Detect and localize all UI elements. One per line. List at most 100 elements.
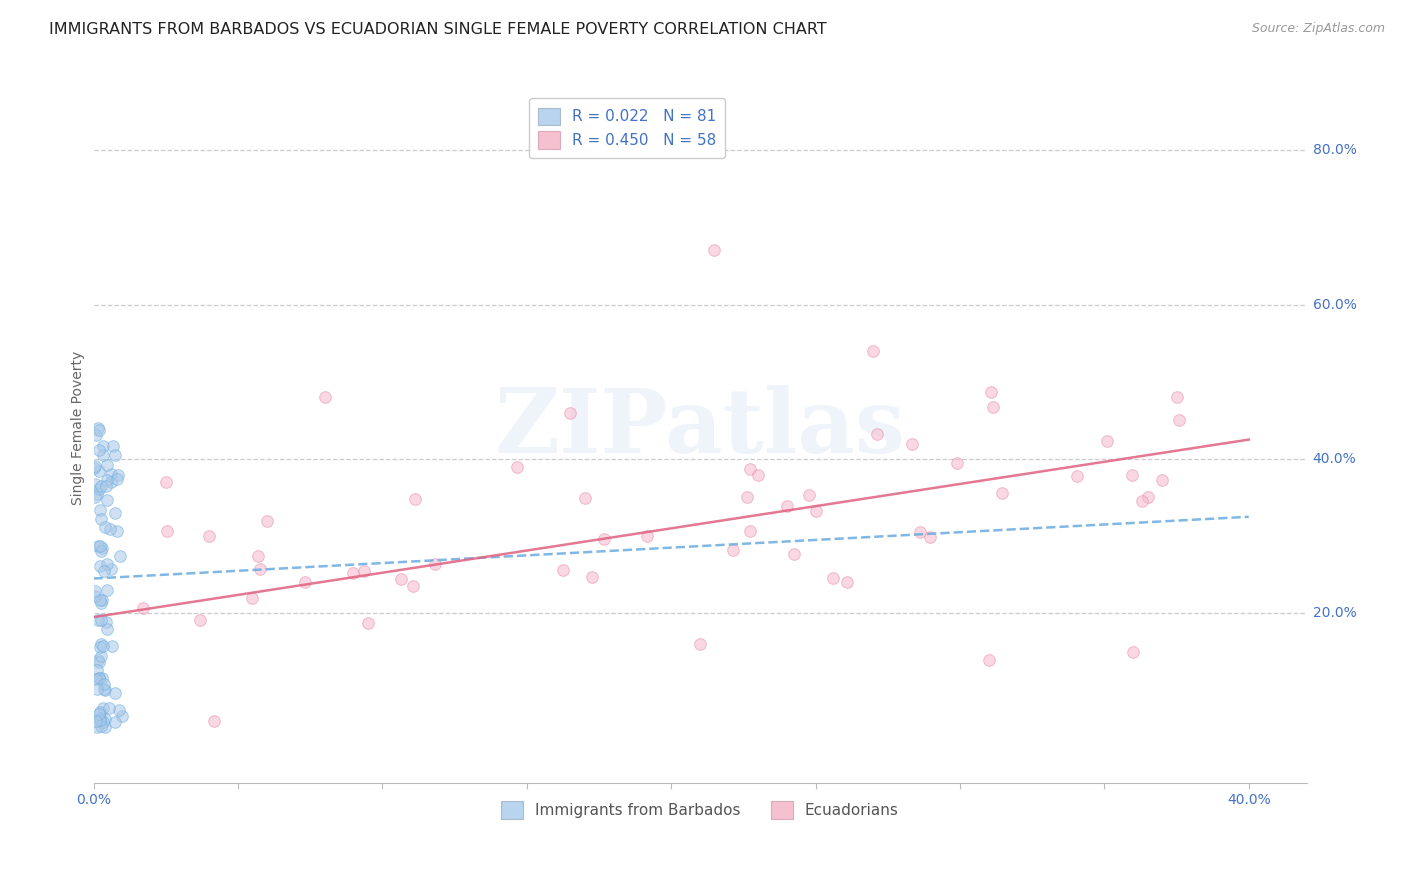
Point [389,573,412,587]
Text: 20.0%: 20.0% [1313,607,1357,620]
Point [198,529,221,543]
Point [93,720,115,734]
Text: 80.0%: 80.0% [1313,143,1357,157]
Point [797,488,820,502]
Point [1130,494,1153,508]
Point [723,543,745,558]
Point [314,390,336,404]
Point [105,524,128,538]
Point [747,468,769,483]
Point [89,593,111,607]
Point [96,622,118,636]
Point [96,458,118,472]
Point [107,703,129,717]
Text: Source: ZipAtlas.com: Source: ZipAtlas.com [1251,22,1385,36]
Point [96,473,118,487]
Point [353,564,375,578]
Point [84,714,107,729]
Point [945,457,967,471]
Point [90,637,112,651]
Point [93,564,115,578]
Point [100,467,122,482]
Point [87,653,110,667]
Point [89,711,111,725]
Point [87,464,110,478]
Point [107,467,129,482]
Point [104,714,127,729]
Point [247,549,270,563]
Point [89,671,111,685]
Point [94,479,117,493]
Point [90,649,112,664]
Point [90,512,112,526]
Point [93,677,115,691]
Point [775,499,797,513]
Point [89,640,111,655]
Point [104,686,127,700]
Point [96,557,118,571]
Point [98,522,121,536]
Point [866,427,889,442]
Point [1121,467,1143,482]
Point [131,600,153,615]
Point [93,683,115,698]
Point [294,574,316,589]
Point [100,640,122,654]
Point [920,530,942,544]
Point [89,503,111,517]
Point [96,493,118,508]
Point [1150,473,1173,487]
Point [86,539,108,553]
Text: IMMIGRANTS FROM BARBADOS VS ECUADORIAN SINGLE FEMALE POVERTY CORRELATION CHART: IMMIGRANTS FROM BARBADOS VS ECUADORIAN S… [49,22,827,37]
Point [249,562,271,576]
Point [93,712,115,726]
Point [100,562,122,576]
Legend: Immigrants from Barbados, Ecuadorians: Immigrants from Barbados, Ecuadorians [495,796,904,825]
Point [111,708,134,723]
Point [506,460,529,475]
Point [84,589,107,603]
Point [738,524,761,538]
Point [84,477,107,491]
Point [91,593,114,607]
Point [1095,434,1118,448]
Point [862,343,884,358]
Point [89,671,111,685]
Text: 40.0%: 40.0% [1313,452,1357,466]
Point [87,655,110,669]
Point [89,706,111,720]
Point [1167,413,1189,427]
Point [89,559,111,574]
Point [87,482,110,496]
Point [90,595,112,609]
Point [86,486,108,500]
Point [91,438,114,452]
Point [97,700,120,714]
Point [93,682,115,697]
Point [908,524,931,539]
Point [86,720,108,734]
Point [90,614,112,628]
Point [1166,390,1188,404]
Point [90,544,112,558]
Point [91,639,114,653]
Point [86,613,108,627]
Point [104,448,127,462]
Point [202,714,225,729]
Point [901,436,924,450]
Point [703,244,725,258]
Point [91,541,114,556]
Point [342,566,364,580]
Point [1136,491,1159,505]
Point [977,652,1000,666]
Point [242,591,264,605]
Point [94,615,117,629]
Point [108,549,131,563]
Point [404,492,426,507]
Point [90,719,112,733]
Point [1066,469,1088,483]
Point [83,461,105,475]
Point [1122,645,1144,659]
Point [91,714,114,729]
Point [87,443,110,458]
